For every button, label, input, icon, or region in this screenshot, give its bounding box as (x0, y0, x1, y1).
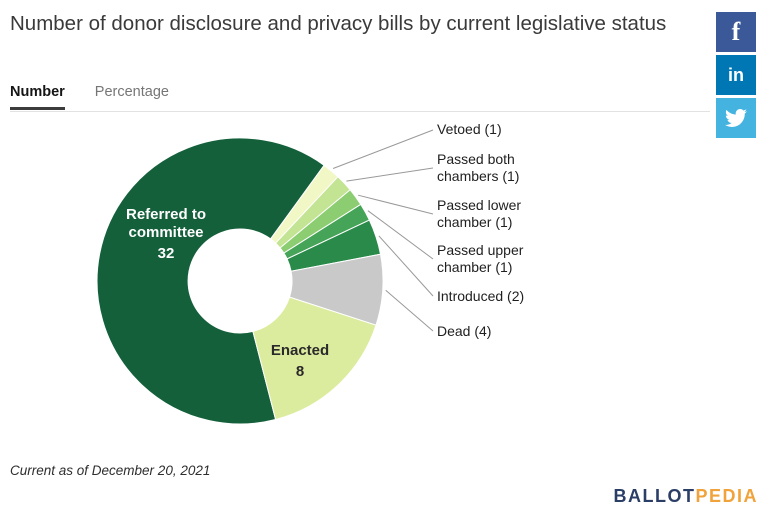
facebook-icon: f (731, 17, 741, 46)
pie-slice-enacted[interactable] (252, 296, 377, 421)
slice-label-text: Enacted (270, 342, 330, 359)
logo-pedia-text: PEDIA (695, 486, 758, 506)
leader-line-introduced (378, 235, 434, 297)
leader-line-dead (385, 289, 434, 332)
slice-label-enacted: Enacted 8 (255, 342, 345, 380)
tab-number[interactable]: Number (10, 84, 65, 110)
tab-bar: Number Percentage (10, 84, 169, 110)
linkedin-icon: in (728, 65, 744, 85)
leader-line-passed-upper-chamber (367, 210, 434, 260)
leader-line-passed-lower-chamber (357, 194, 434, 215)
page-title: Number of donor disclosure and privacy b… (10, 12, 667, 35)
slice-label-referred-to-committee: Referred to committee 32 (111, 206, 221, 262)
callout-introduced: Introduced (2) (437, 288, 525, 304)
leader-line-vetoed (332, 129, 434, 169)
tab-divider (10, 111, 710, 112)
twitter-icon (725, 109, 747, 127)
facebook-share-button[interactable]: f (716, 12, 756, 52)
logo-ballot-text: BALLOT (613, 486, 696, 506)
callout-vetoed: Vetoed (1) (437, 121, 502, 137)
twitter-share-button[interactable] (716, 98, 756, 138)
ballotpedia-logo: BALLOTPEDIA (614, 486, 759, 507)
linkedin-share-button[interactable]: in (716, 55, 756, 95)
callout-passed-both: Passed both chambers (1) (437, 151, 520, 184)
leader-line-passed-both-chambers (346, 167, 434, 182)
slice-label-value: 8 (295, 363, 305, 380)
callout-passed-lower: Passed lower chamber (1) (437, 197, 522, 230)
callout-passed-upper: Passed upper chamber (1) (437, 242, 524, 275)
callout-dead: Dead (4) (437, 323, 492, 339)
slice-label-text: Referred to committee (125, 206, 207, 241)
slice-label-value: 32 (157, 245, 175, 262)
social-share-column: f in (716, 12, 756, 138)
pie-slice-referred-to-committee[interactable] (96, 137, 325, 425)
tab-percentage[interactable]: Percentage (94, 84, 169, 100)
current-as-of-note: Current as of December 20, 2021 (10, 463, 211, 478)
